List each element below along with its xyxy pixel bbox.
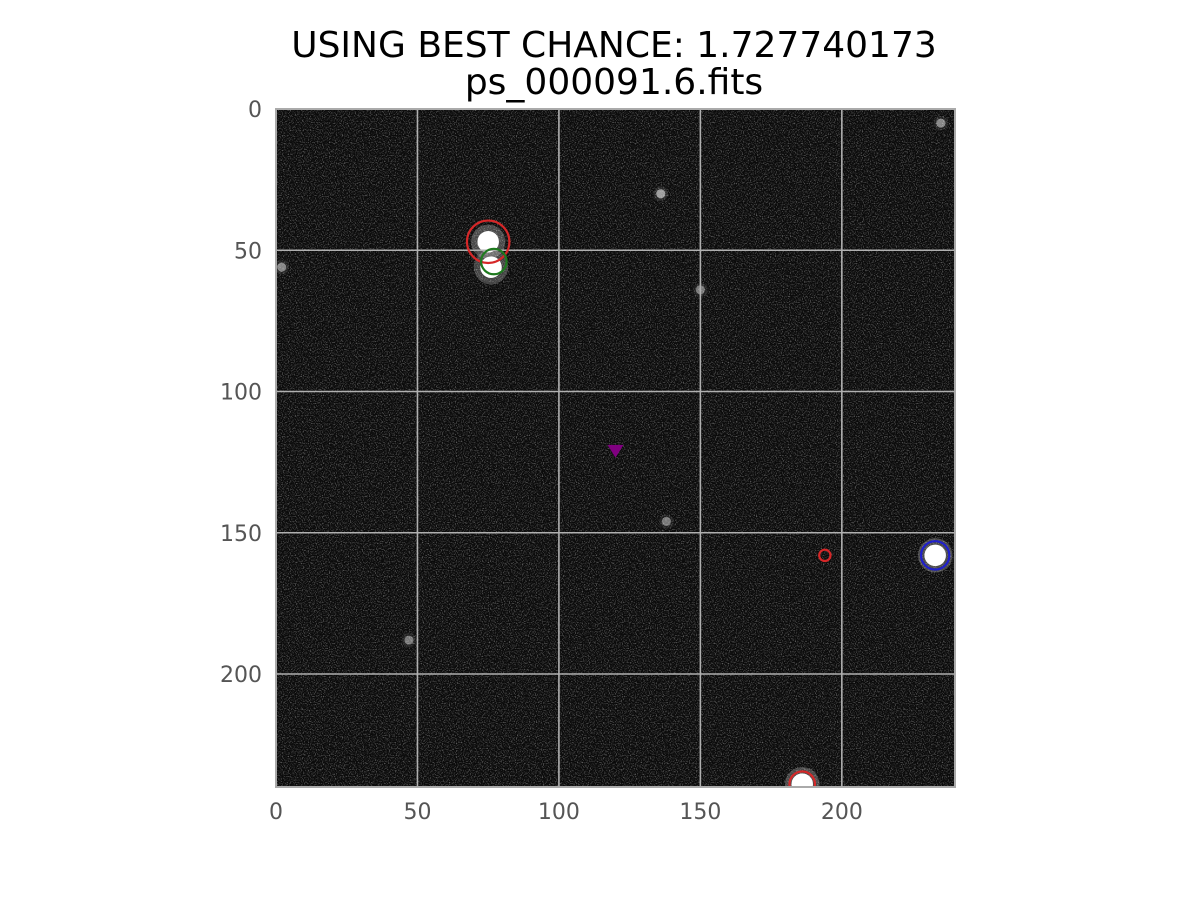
bright-source [656,189,666,199]
grid-lines [276,109,955,787]
source-halo [401,632,417,648]
bright-source [477,231,499,253]
triangle-down-marker [607,444,624,458]
x-tick-label: 100 [538,800,580,825]
detection-circle [480,247,508,276]
chart-title: USING BEST CHANCE: 1.727740173 [291,25,937,66]
x-tick-label: 50 [403,800,431,825]
y-tick-label: 150 [220,522,262,547]
source-halo [933,115,949,131]
bright-source [277,262,287,272]
image-plot-area [275,108,956,788]
x-tick-label: 200 [821,800,863,825]
x-tick-label: 0 [269,800,283,825]
detection-circle [919,540,951,571]
bright-source [791,773,813,787]
x-axis-ticks: 0 50 100 150 200 [269,800,863,825]
chart-subtitle: ps_000091.6.fits [465,62,763,103]
bright-source [661,516,671,526]
y-tick-label: 100 [220,381,262,406]
detection-overlays [465,219,951,787]
x-tick-label: 150 [679,800,721,825]
source-halo [276,259,289,275]
bright-source [936,118,946,128]
detection-circle [818,548,832,563]
bright-source [404,635,414,645]
y-tick-label: 50 [234,239,262,264]
y-axis-ticks: 0 50 100 150 200 [220,98,262,688]
bright-source [924,544,946,567]
detection-circle [465,219,511,265]
y-tick-label: 0 [248,98,262,123]
y-tick-label: 200 [220,663,262,688]
source-halo [659,514,674,529]
detection-circle [788,770,817,787]
plot-frame [275,108,956,788]
